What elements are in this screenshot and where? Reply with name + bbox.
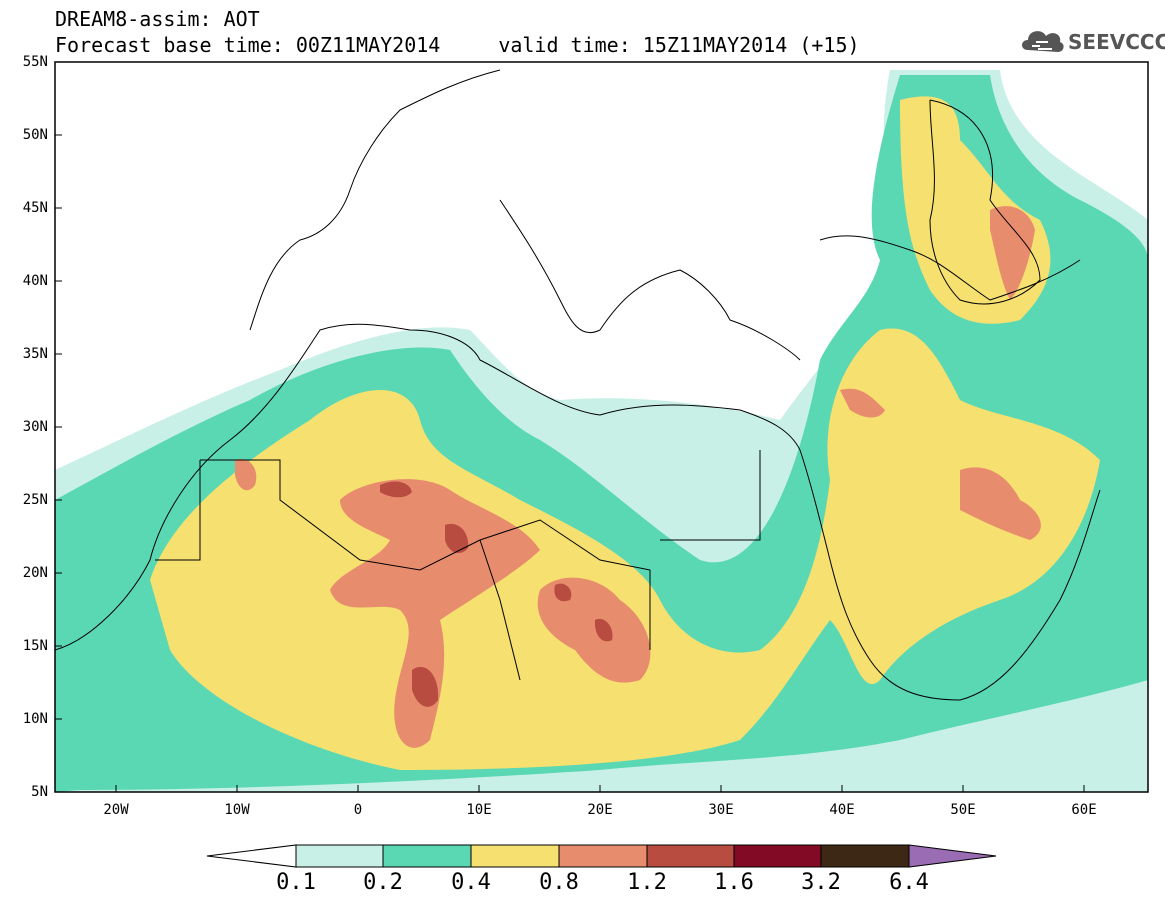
- valid-time-label: valid time: 15Z11MAY2014 (+15): [498, 33, 860, 57]
- lat-label-35n: 35N: [22, 346, 48, 362]
- colorbar-right-arrow: [908, 844, 997, 868]
- colorbar-label-1.6: 1.6: [714, 870, 754, 895]
- colorbar-swatch-3: [558, 844, 648, 868]
- colorbar-label-0.1: 0.1: [276, 870, 316, 895]
- colorbar-swatch-2: [470, 844, 560, 868]
- lat-label-10n: 10N: [22, 711, 48, 727]
- colorbar-left-arrow: [206, 844, 297, 868]
- colorbar-label-0.2: 0.2: [363, 870, 403, 895]
- logo-text: SEEVCCC: [1068, 30, 1165, 54]
- colorbar-label-1.2: 1.2: [627, 870, 667, 895]
- colorbar-label-0.8: 0.8: [539, 870, 579, 895]
- chart-subtitle: Forecast base time: 00Z11MAY2014 valid ti…: [55, 34, 860, 56]
- lon-label-0: 0: [353, 802, 363, 818]
- lat-label-40n: 40N: [22, 273, 48, 289]
- lat-label-30n: 30N: [22, 419, 48, 435]
- aot-contours: [55, 70, 1148, 792]
- lon-label-10w: 10W: [224, 802, 250, 818]
- lat-label-50n: 50N: [22, 127, 48, 143]
- colorbar-label-3.2: 3.2: [801, 870, 841, 895]
- colorbar-swatch-5: [733, 844, 822, 868]
- lat-label-20n: 20N: [22, 565, 48, 581]
- lon-label-60e: 60E: [1071, 802, 1097, 818]
- lon-label-50e: 50E: [950, 802, 976, 818]
- lat-label-45n: 45N: [22, 200, 48, 216]
- lon-label-20w: 20W: [103, 802, 129, 818]
- colorbar-label-6.4: 6.4: [889, 870, 929, 895]
- colorbar-swatch-6: [820, 844, 910, 868]
- lon-label-40e: 40E: [829, 802, 855, 818]
- lat-label-25n: 25N: [22, 492, 48, 508]
- chart-title: DREAM8-assim: AOT: [55, 7, 260, 31]
- lat-label-15n: 15N: [22, 638, 48, 654]
- colorbar-swatch-0: [295, 844, 384, 868]
- seevccc-logo: SEEVCCC: [1018, 22, 1165, 58]
- lon-label-30e: 30E: [708, 802, 734, 818]
- colorbar-swatch-1: [382, 844, 472, 868]
- lat-label-5n: 5N: [31, 784, 48, 800]
- lat-label-55n: 55N: [22, 54, 48, 70]
- coastlines: [55, 69, 1101, 701]
- colorbar-label-0.4: 0.4: [451, 870, 491, 895]
- lon-label-10e: 10E: [466, 802, 492, 818]
- aot-level-1.2: [380, 481, 613, 707]
- colorbar-swatch-4: [646, 844, 735, 868]
- colorbar: [206, 844, 997, 868]
- aot-level-0.8: [235, 206, 1041, 748]
- lon-label-20e: 20E: [587, 802, 613, 818]
- base-time-label: Forecast base time: 00Z11MAY2014: [55, 33, 441, 57]
- axis-ticks: [55, 61, 1085, 792]
- cloud-icon: [1022, 31, 1064, 52]
